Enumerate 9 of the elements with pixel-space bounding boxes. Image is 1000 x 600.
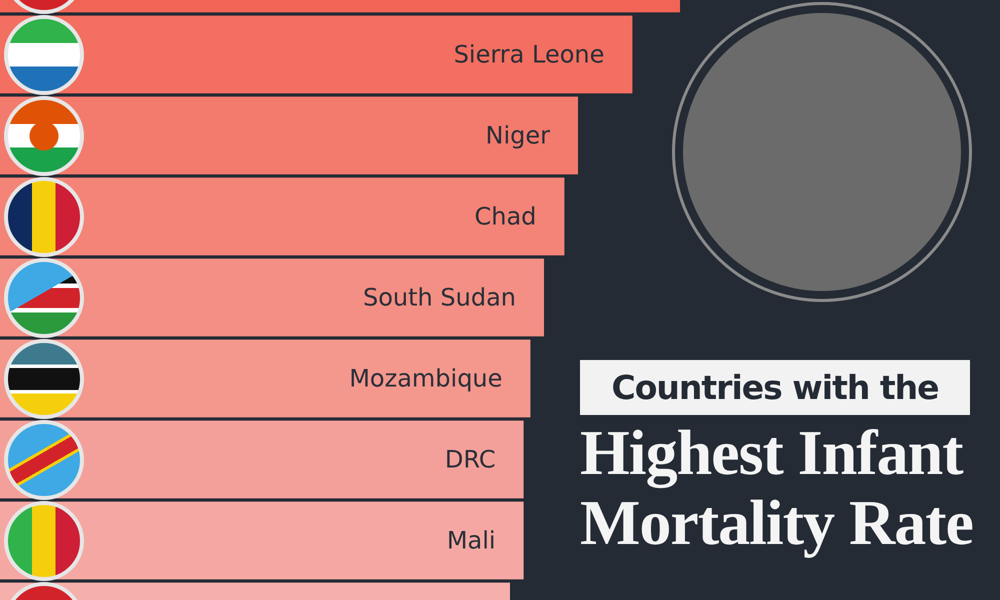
y-tick-label: Mali — [446, 526, 496, 555]
y-tick-label: South Sudan — [363, 284, 516, 312]
y-tick-label: Niger — [486, 122, 550, 150]
y-tick-label: Chad — [474, 202, 536, 231]
y-tick-label: Mozambique — [349, 364, 502, 393]
y-tick-label: Sierra Leone — [454, 40, 604, 69]
y-tick-label: DRC — [444, 446, 496, 474]
text: Highest Infant Mortality Rate — [580, 417, 974, 558]
text: Countries with the — [580, 360, 970, 415]
